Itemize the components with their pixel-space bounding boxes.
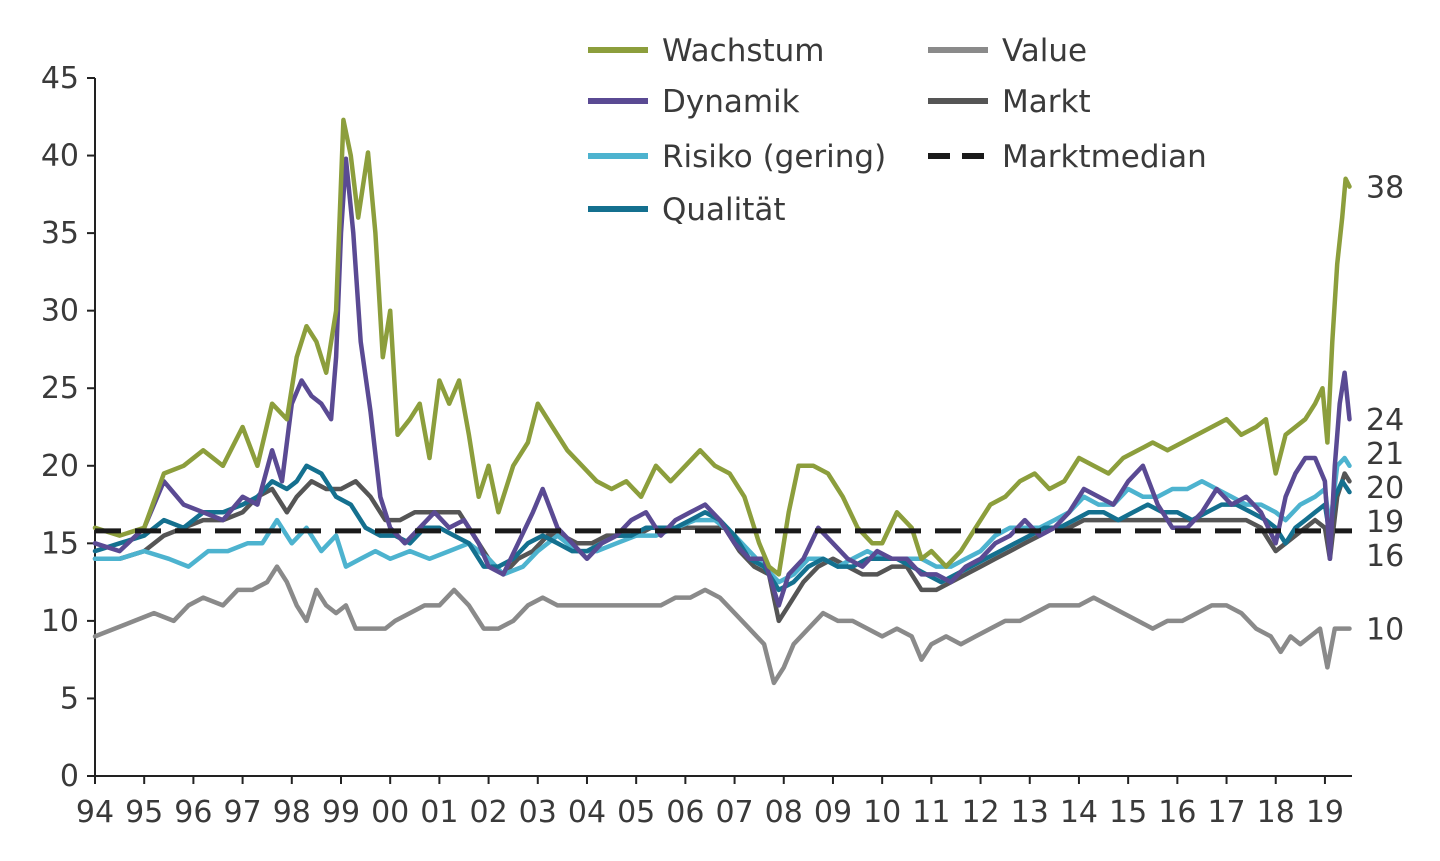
x-tick-label: 94: [76, 795, 114, 830]
x-tick-label: 15: [1109, 795, 1147, 830]
x-tick-label: 99: [322, 795, 360, 830]
end-label-wachstum: 38: [1366, 171, 1404, 206]
x-tick-label: 16: [1158, 795, 1196, 830]
x-tick-label: 02: [469, 795, 507, 830]
legend: Wachstum Dynamik Risiko (gering) Qualität Va…: [588, 33, 1207, 228]
y-tick-label: 5: [60, 681, 79, 716]
x-tick-label: 05: [617, 795, 655, 830]
x-tick-label: 10: [863, 795, 901, 830]
legend-label-qualitaet: Qualität: [662, 192, 786, 228]
legend-label-marktmedian: Marktmedian: [1002, 139, 1207, 175]
legend-label-value: Value: [1002, 33, 1087, 69]
x-tick-label: 14: [1060, 795, 1098, 830]
y-tick-label: 30: [41, 294, 79, 329]
end-label-extra-0: 21: [1366, 437, 1404, 472]
legend-label-dynamik: Dynamik: [662, 84, 800, 120]
x-tick-label: 11: [912, 795, 950, 830]
end-label-risiko: 20: [1366, 471, 1404, 506]
x-tick-label: 13: [1011, 795, 1049, 830]
x-tick-label: 18: [1257, 795, 1295, 830]
series-layer: [92, 117, 1352, 686]
x-tick-label: 95: [125, 795, 163, 830]
x-tick-label: 19: [1306, 795, 1344, 830]
y-tick-label: 20: [41, 449, 79, 484]
y-tick-label: 25: [41, 371, 79, 406]
legend-label-wachstum: Wachstum: [662, 33, 825, 69]
legend-label-risiko: Risiko (gering): [662, 139, 886, 175]
x-tick-label: 04: [568, 795, 606, 830]
x-tick-label: 06: [666, 795, 704, 830]
y-tick-label: 35: [41, 216, 79, 251]
x-tick-label: 09: [814, 795, 852, 830]
x-tick-label: 01: [420, 795, 458, 830]
y-tick-label: 40: [41, 139, 79, 174]
y-tick-label: 0: [60, 759, 79, 794]
y-tick-label: 15: [41, 526, 79, 561]
series-line-wachstum: [92, 117, 1352, 577]
x-tick-label: 00: [371, 795, 409, 830]
series-line-value: [92, 564, 1352, 686]
legend-label-markt: Markt: [1002, 84, 1091, 120]
end-label-value: 10: [1366, 613, 1404, 648]
x-tick-label: 17: [1207, 795, 1245, 830]
end-label-dynamik: 24: [1366, 403, 1404, 438]
end-label-qualitaet: 19: [1366, 505, 1404, 540]
x-tick-label: 03: [519, 795, 557, 830]
x-tick-label: 12: [961, 795, 999, 830]
series-line-risiko: [92, 455, 1352, 585]
x-tick-label: 08: [765, 795, 803, 830]
y-tick-label: 45: [41, 61, 79, 96]
x-tick-label: 98: [273, 795, 311, 830]
end-label-marktmedian: 16: [1366, 539, 1404, 574]
y-tick-label: 10: [41, 604, 79, 639]
series-line-dynamik: [92, 156, 1352, 608]
x-tick-label: 96: [174, 795, 212, 830]
x-tick-label: 97: [223, 795, 261, 830]
x-tick-label: 07: [715, 795, 753, 830]
